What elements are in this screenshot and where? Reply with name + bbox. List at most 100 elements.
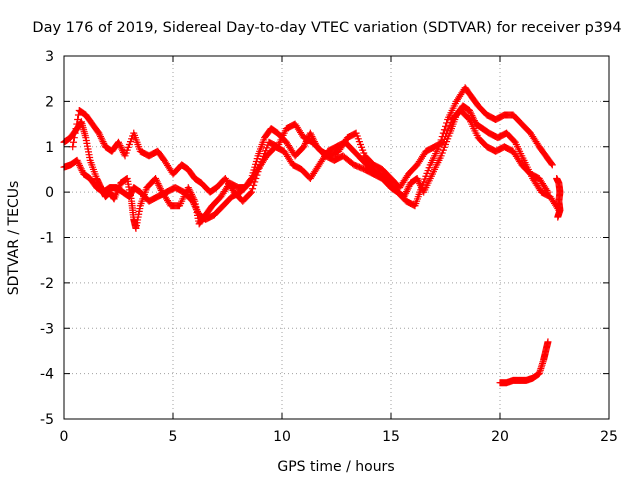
data-point-marker (190, 201, 198, 209)
grid-lines (64, 56, 609, 419)
data-point-marker (154, 180, 162, 188)
x-axis-label: GPS time / hours (277, 459, 394, 475)
y-tick-label: -1 (40, 231, 54, 247)
data-point-marker (253, 171, 261, 179)
data-point-marker (95, 129, 103, 137)
data-point-marker (548, 160, 556, 168)
data-point-marker (115, 140, 123, 148)
data-point-marker (192, 204, 200, 212)
series-trace-d (496, 338, 552, 387)
x-tick-label: 5 (169, 429, 178, 445)
y-tick-label: -5 (40, 412, 54, 428)
data-point-marker (73, 156, 81, 164)
axis-ticks: 0 5 10 15 20 25 -5 -4 -3 -2 -1 0 1 2 3 (40, 49, 618, 445)
data-point-marker (467, 110, 475, 118)
data-point-marker (186, 187, 194, 195)
data-point-marker (73, 120, 81, 128)
data-point-marker (153, 178, 161, 186)
data-point-marker (300, 143, 308, 151)
data-point-marker (71, 129, 79, 137)
data-point-marker (255, 164, 263, 172)
data-point-marker (193, 206, 201, 214)
data-point-marker (97, 133, 105, 141)
data-point-marker (544, 338, 552, 346)
data-point-marker (251, 178, 259, 186)
data-point-marker (194, 207, 202, 215)
y-tick-label: 1 (45, 140, 54, 156)
data-point-marker (252, 175, 260, 183)
series-line (63, 104, 560, 229)
data-point-marker (402, 189, 410, 197)
data-point-marker (405, 182, 413, 190)
y-tick-label: 3 (45, 49, 54, 65)
data-point-marker (403, 186, 411, 194)
data-point-marker (96, 131, 104, 139)
data-point-marker (97, 134, 105, 142)
data-point-marker (442, 122, 449, 130)
data-point-marker (414, 176, 422, 184)
data-point-marker (100, 139, 108, 147)
data-series (60, 84, 564, 387)
x-tick-label: 20 (491, 429, 509, 445)
series-trace-b (60, 84, 556, 223)
y-tick-label: 0 (45, 185, 54, 201)
data-point-marker (306, 129, 314, 137)
data-point-marker (99, 138, 107, 146)
data-point-marker (72, 125, 80, 133)
y-tick-label: -4 (40, 367, 54, 383)
data-point-marker (75, 160, 83, 168)
y-tick-label: 2 (45, 94, 54, 110)
data-point-marker (543, 186, 551, 194)
data-point-marker (156, 185, 164, 193)
data-point-marker (403, 188, 411, 196)
data-point-marker (440, 126, 448, 134)
data-point-marker (254, 168, 262, 176)
data-point-marker (554, 213, 562, 221)
data-point-marker (404, 184, 412, 192)
data-point-marker (544, 188, 552, 196)
data-point-marker (70, 134, 78, 142)
data-point-marker (98, 136, 106, 144)
data-point-marker (247, 188, 255, 196)
data-point-marker (156, 183, 164, 191)
data-point-marker (155, 181, 163, 189)
data-point-marker (189, 197, 197, 205)
data-point-marker (184, 184, 192, 192)
data-point-marker (116, 142, 124, 150)
x-tick-label: 10 (273, 429, 291, 445)
data-point-marker (76, 161, 84, 169)
data-point-marker (118, 145, 126, 153)
series-trace-e (553, 175, 564, 221)
x-tick-label: 15 (382, 429, 400, 445)
data-point-marker (548, 161, 556, 169)
chart-title: Day 176 of 2019, Sidereal Day-to-day VTE… (32, 20, 621, 36)
data-point-marker (76, 163, 84, 171)
data-point-marker (301, 141, 309, 149)
data-point-marker (249, 185, 257, 193)
data-point-marker (416, 180, 424, 188)
series-trace-a (60, 102, 563, 232)
data-point-marker (191, 202, 199, 210)
x-tick-label: 0 (60, 429, 69, 445)
data-point-marker (70, 138, 78, 146)
data-point-marker (74, 116, 82, 124)
data-point-marker (189, 199, 197, 207)
y-tick-label: -3 (40, 321, 54, 337)
data-point-marker (246, 189, 254, 197)
data-point-marker (78, 167, 86, 175)
data-point-marker (115, 138, 122, 146)
y-tick-label: -2 (40, 276, 54, 292)
data-point-marker (117, 143, 125, 151)
data-point-marker (465, 106, 473, 114)
y-axis-label: SDTVAR / TECUs (6, 181, 22, 296)
data-point-marker (185, 185, 193, 193)
data-point-marker (77, 165, 85, 173)
series-trace-c (69, 106, 552, 205)
data-point-marker (69, 143, 77, 151)
data-point-marker (152, 176, 160, 184)
x-tick-label: 25 (600, 429, 618, 445)
data-point-marker (152, 175, 160, 183)
data-point-marker (466, 108, 474, 116)
